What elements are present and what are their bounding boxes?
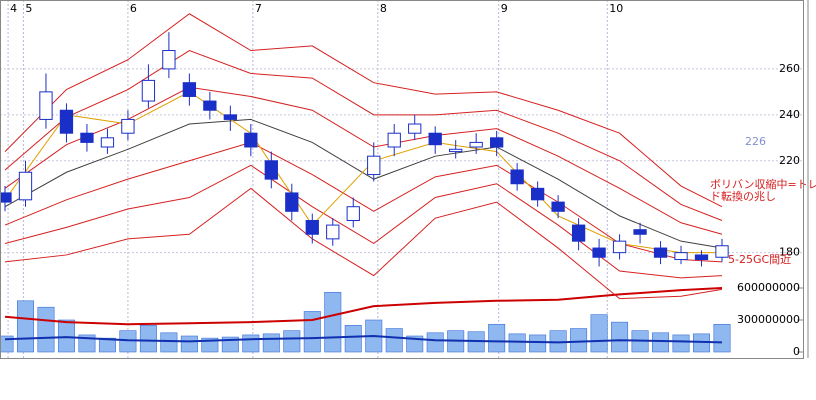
candle-body bbox=[367, 155, 381, 176]
candle-body bbox=[346, 206, 360, 221]
candle-body bbox=[162, 50, 176, 70]
candle-body bbox=[285, 192, 299, 212]
volume-bar bbox=[324, 291, 342, 353]
candle-body bbox=[715, 245, 729, 258]
volume-bar bbox=[160, 332, 178, 353]
plot-area: 4 5 6 7 8 9 10 180 220 240 260 0 300000000 600000000 2… bbox=[0, 0, 816, 358]
candle-body bbox=[674, 252, 688, 261]
annotation: ボリバン収縮中=トレン bbox=[710, 177, 816, 191]
y-tick-label: 240 bbox=[779, 108, 800, 121]
x-tick-label: 4 bbox=[10, 2, 17, 15]
annotation: 226 bbox=[745, 135, 766, 148]
candle-body bbox=[203, 100, 217, 111]
candle-body bbox=[510, 169, 524, 185]
candle-body bbox=[59, 109, 74, 134]
volume-tick-label: 600000000 bbox=[737, 281, 800, 294]
candle-body bbox=[633, 229, 647, 235]
candle-body bbox=[39, 91, 53, 120]
y-tick-label: 220 bbox=[779, 154, 800, 167]
volume-bar bbox=[672, 334, 690, 353]
y-tick-label: 260 bbox=[779, 62, 800, 75]
volume-bar bbox=[385, 328, 403, 353]
x-tick-label: 6 bbox=[130, 2, 137, 15]
volume-bar bbox=[242, 334, 260, 353]
volume-bar bbox=[57, 319, 75, 353]
volume-average-line bbox=[4, 334, 723, 344]
x-tick-label: 7 bbox=[255, 2, 262, 15]
candle-body bbox=[121, 118, 135, 134]
volume-tick-label: 300000000 bbox=[737, 313, 800, 326]
candle-body bbox=[571, 224, 586, 242]
candle-body bbox=[490, 137, 504, 148]
volume-bar bbox=[283, 330, 301, 353]
volume-bar bbox=[262, 333, 280, 353]
candle-body bbox=[551, 201, 565, 212]
candle-body bbox=[182, 82, 197, 97]
plot-border bbox=[0, 0, 804, 359]
volume-bar bbox=[590, 314, 608, 353]
x-tick-label: 10 bbox=[609, 2, 623, 15]
candle-body bbox=[326, 224, 340, 240]
candle-body bbox=[141, 79, 156, 102]
price-line bbox=[4, 13, 723, 208]
candle-body bbox=[653, 247, 668, 258]
x-tick-label: 9 bbox=[501, 2, 508, 15]
volume-tick-label: 0 bbox=[793, 345, 800, 358]
candle-body bbox=[592, 247, 606, 258]
volume-bar bbox=[611, 321, 629, 353]
candle-body bbox=[694, 254, 709, 261]
candle-body bbox=[387, 132, 401, 148]
candle-body bbox=[530, 187, 545, 201]
candle-body bbox=[449, 148, 463, 153]
y-tick-label: 180 bbox=[779, 246, 800, 259]
volume-bar bbox=[180, 335, 198, 353]
volume-bar bbox=[508, 333, 526, 353]
volume-bar bbox=[652, 332, 670, 353]
volume-bar bbox=[98, 337, 116, 353]
volume-bar bbox=[37, 306, 55, 353]
volume-bar bbox=[303, 311, 321, 353]
candle-body bbox=[223, 114, 237, 120]
candle-body bbox=[408, 123, 422, 134]
candle-body bbox=[0, 192, 12, 203]
annotation: ド転換の兆し bbox=[710, 190, 776, 203]
candle-body bbox=[305, 219, 319, 235]
volume-bar bbox=[344, 325, 362, 353]
volume-bar bbox=[16, 300, 34, 353]
candle-body bbox=[264, 160, 278, 180]
candle-body bbox=[469, 141, 483, 148]
volume-bar bbox=[488, 323, 506, 353]
x-tick-label: 5 bbox=[25, 2, 32, 15]
volume-bar bbox=[570, 328, 588, 353]
annotation: 5-25GC間近 bbox=[728, 253, 791, 266]
candle-body bbox=[612, 240, 627, 254]
candle-body bbox=[428, 132, 442, 146]
candle-body bbox=[80, 132, 94, 143]
price-line bbox=[4, 164, 723, 279]
candle-body bbox=[100, 137, 115, 148]
x-tick-label: 8 bbox=[380, 2, 387, 15]
candle-body bbox=[244, 132, 258, 148]
volume-bar bbox=[529, 334, 547, 353]
volume-bar bbox=[426, 332, 444, 353]
volume-average-line bbox=[4, 287, 723, 326]
candle-body bbox=[18, 171, 33, 201]
volume-bar bbox=[713, 323, 731, 353]
volume-bar bbox=[139, 325, 157, 353]
price-line bbox=[4, 187, 723, 300]
price-line bbox=[4, 49, 723, 221]
